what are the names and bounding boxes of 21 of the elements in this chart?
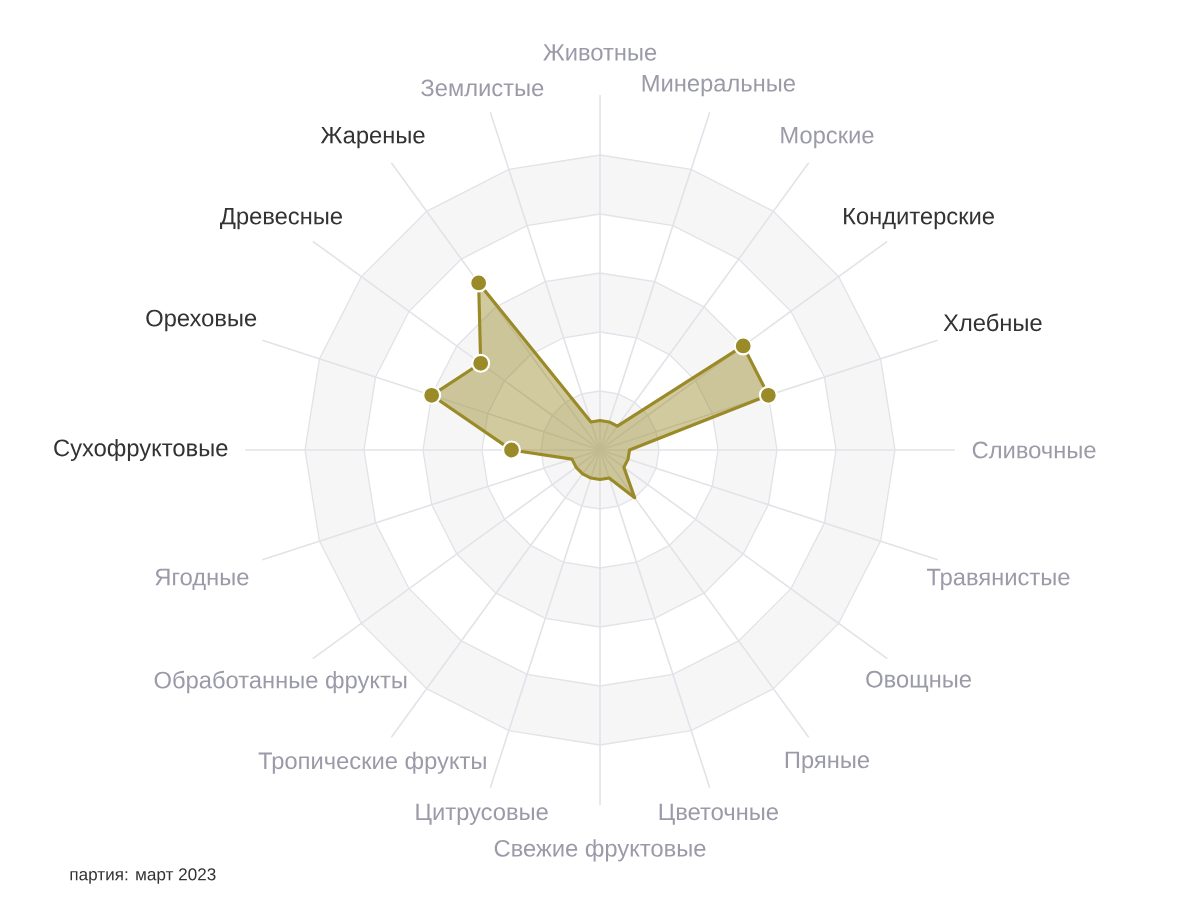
spoke-label: Свежие фруктовые bbox=[494, 839, 706, 862]
spoke-label: Древесные bbox=[220, 207, 342, 230]
spoke-label: Минеральные bbox=[642, 75, 795, 97]
spoke-label: Цитрусовые bbox=[416, 803, 548, 825]
spoke-label: Обработанные фрукты bbox=[154, 670, 407, 694]
spoke-label: Хлебные bbox=[943, 313, 1042, 332]
spoke-label: Сухофруктовые bbox=[54, 438, 228, 462]
spoke-label: Ягодные bbox=[155, 568, 249, 590]
spoke-label: Животные bbox=[543, 44, 657, 61]
spoke-label: Морские bbox=[781, 127, 874, 149]
text: партия: март 2023 bbox=[70, 868, 216, 884]
spoke-label: Овощные bbox=[866, 670, 971, 693]
spoke-label: Травянистые bbox=[926, 568, 1070, 591]
spoke-label: Тропические фрукты bbox=[258, 751, 486, 774]
spoke-label: Сливочные bbox=[972, 441, 1096, 459]
spoke-label: Жареные bbox=[320, 127, 425, 149]
spoke-label: Землистые bbox=[421, 79, 544, 97]
spoke-label: Кондитерские bbox=[844, 207, 994, 230]
spoke-label: Пряные bbox=[785, 751, 870, 773]
spoke-label: Цветочные bbox=[659, 803, 778, 825]
spoke-label: Ореховые bbox=[146, 309, 257, 332]
